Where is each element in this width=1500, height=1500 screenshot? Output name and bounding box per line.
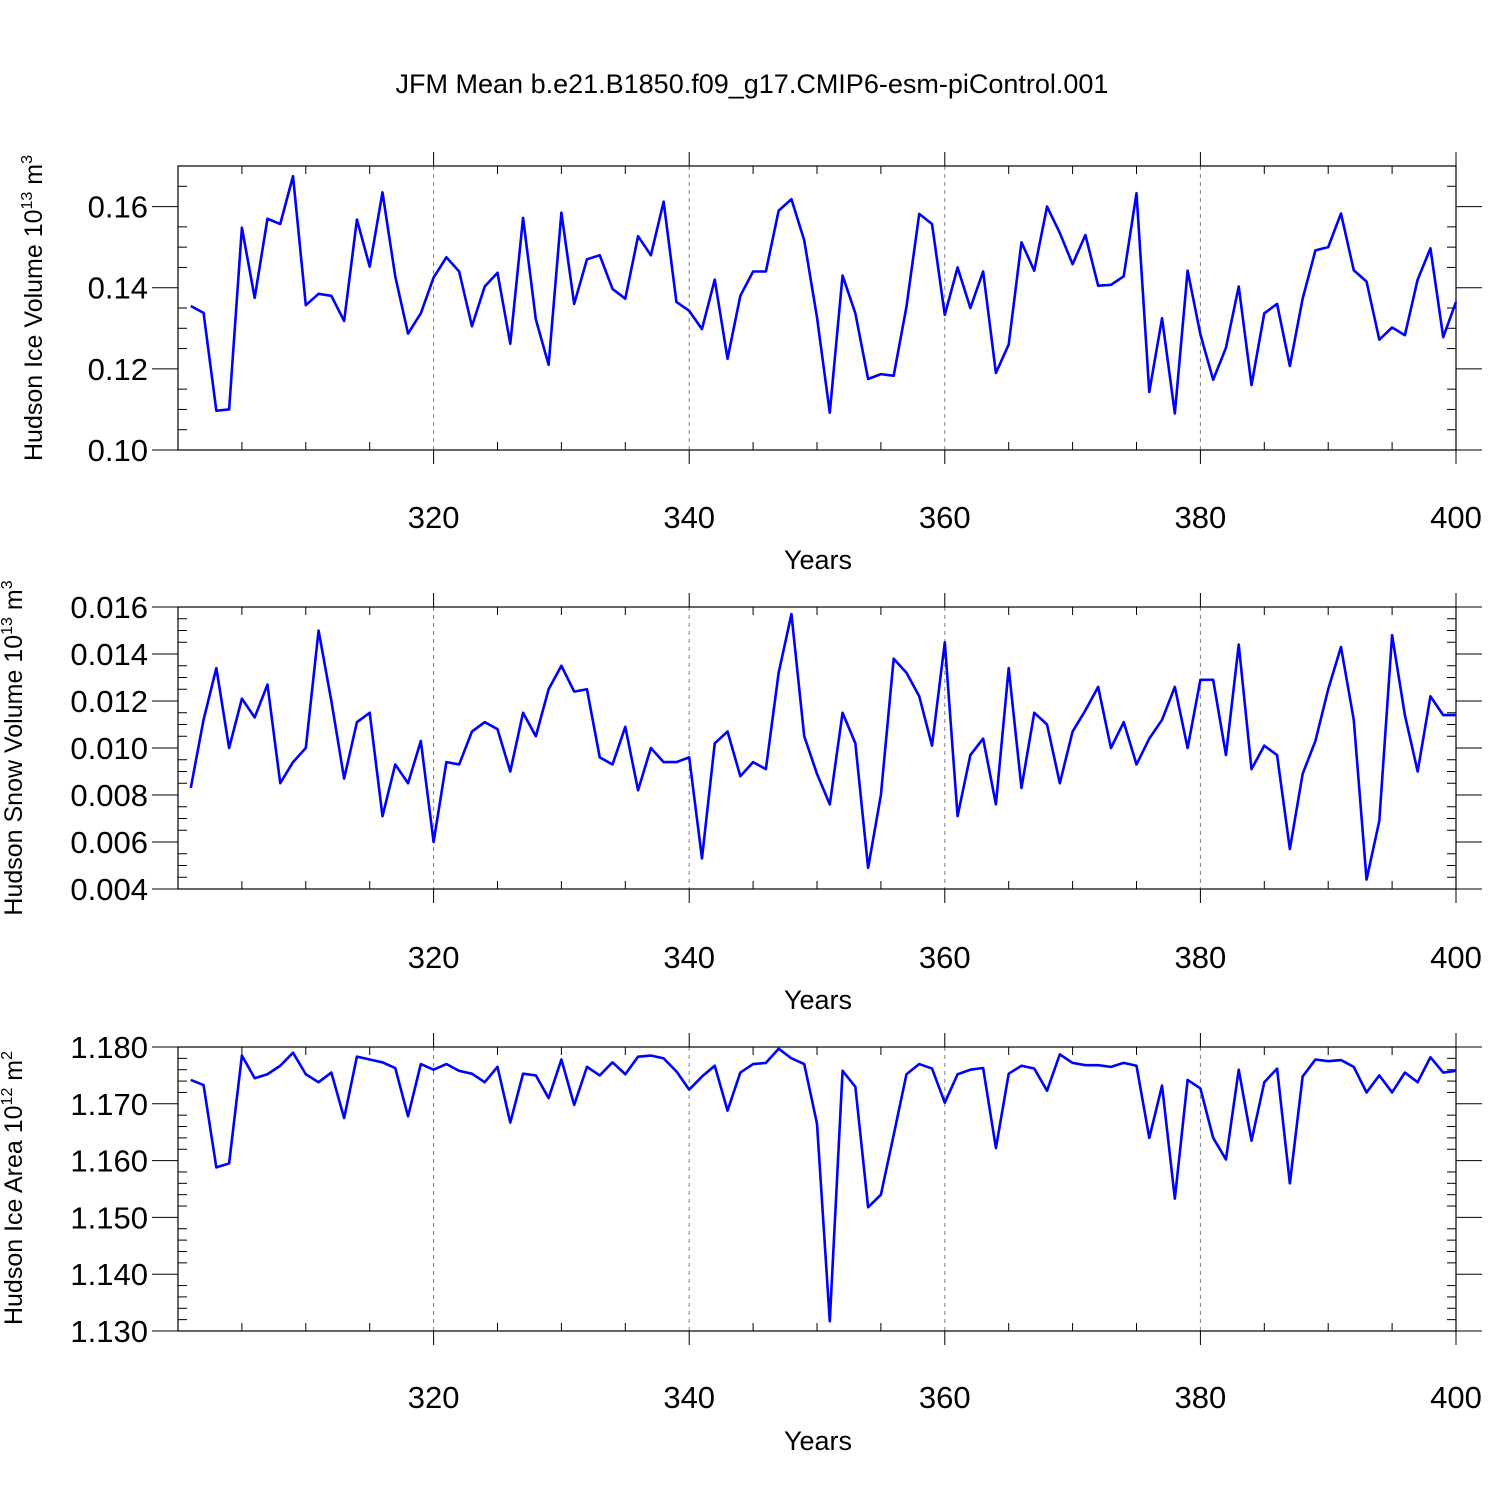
ylabel-ice-volume: Hudson Ice Volume 1013 m3 bbox=[19, 155, 48, 461]
xlabel-years: Years bbox=[784, 545, 852, 575]
series-line bbox=[189, 612, 1456, 881]
ylabel-text: Hudson Snow Volume 10 bbox=[0, 635, 28, 916]
plot-frame bbox=[177, 606, 1457, 890]
x-tick-label: 400 bbox=[1430, 500, 1482, 535]
ylabel-unit: m bbox=[20, 164, 48, 192]
ylabel-unit: m bbox=[0, 589, 28, 617]
ylabel-unit-exponent: 2 bbox=[0, 1051, 16, 1060]
ylabel-unit-exponent: 3 bbox=[19, 155, 36, 164]
y-tick-label: 0.008 bbox=[70, 778, 148, 813]
x-tick-label: 380 bbox=[1175, 940, 1227, 975]
y-tick-label: 0.14 bbox=[88, 271, 148, 306]
y-tick-label: 1.160 bbox=[70, 1144, 148, 1179]
ylabel-exponent: 12 bbox=[0, 1088, 16, 1106]
y-tick-label: 1.140 bbox=[70, 1257, 148, 1292]
y-tick-label: 0.004 bbox=[70, 872, 148, 907]
x-tick-label: 320 bbox=[408, 940, 460, 975]
series-line bbox=[190, 1047, 1457, 1323]
ylabel-text: Hudson Ice Area 10 bbox=[0, 1105, 28, 1325]
plot-frame bbox=[177, 1046, 1457, 1332]
panel-snow-volume: Hudson Snow Volume 1013 m3 Years 320 340 3… bbox=[0, 580, 1482, 1015]
x-tick-label: 360 bbox=[919, 940, 971, 975]
ylabel-unit: m bbox=[0, 1060, 28, 1088]
ylabel-ice-area: Hudson Ice Area 1012 m2 bbox=[0, 1051, 28, 1325]
ylabel-exponent: 13 bbox=[19, 192, 36, 210]
ylabel-snow-volume: Hudson Snow Volume 1013 m3 bbox=[0, 580, 28, 915]
y-tick-label: 1.150 bbox=[70, 1200, 148, 1235]
xlabel-years: Years bbox=[784, 1426, 852, 1456]
y-tick-label: 0.10 bbox=[88, 433, 148, 468]
y-tick-label: 0.006 bbox=[70, 825, 148, 860]
y-tick-label: 0.016 bbox=[70, 590, 148, 625]
x-tick-label: 400 bbox=[1430, 1380, 1482, 1415]
x-tick-label: 340 bbox=[663, 940, 715, 975]
y-tick-label: 1.130 bbox=[70, 1314, 148, 1349]
ylabel-text: Hudson Ice Volume 10 bbox=[20, 209, 48, 461]
x-tick-label: 320 bbox=[408, 1380, 460, 1415]
x-tick-label: 340 bbox=[663, 1380, 715, 1415]
figure-title: JFM Mean b.e21.B1850.f09_g17.CMIP6-esm-p… bbox=[396, 69, 1109, 99]
x-tick-label: 380 bbox=[1175, 500, 1227, 535]
xlabel-years: Years bbox=[784, 985, 852, 1015]
plot-frame bbox=[177, 165, 1457, 451]
y-tick-label: 0.16 bbox=[88, 190, 148, 225]
y-tick-label: 1.170 bbox=[70, 1087, 148, 1122]
x-tick-label: 360 bbox=[919, 1380, 971, 1415]
y-tick-label: 0.012 bbox=[70, 684, 148, 719]
x-tick-label: 340 bbox=[663, 500, 715, 535]
ylabel-unit-exponent: 3 bbox=[0, 580, 16, 589]
y-tick-label: 0.010 bbox=[70, 731, 148, 766]
panel-ice-area: Hudson Ice Area 1012 m2 Years 320 340 360 3… bbox=[0, 1030, 1482, 1456]
y-tick-label: 0.12 bbox=[88, 352, 148, 387]
x-tick-label: 360 bbox=[919, 500, 971, 535]
y-tick-label: 0.014 bbox=[70, 637, 148, 672]
y-tick-label: 1.180 bbox=[70, 1030, 148, 1065]
x-tick-label: 400 bbox=[1430, 940, 1482, 975]
x-tick-label: 380 bbox=[1175, 1380, 1227, 1415]
x-tick-label: 320 bbox=[408, 500, 460, 535]
series-line bbox=[190, 174, 1458, 415]
ylabel-exponent: 13 bbox=[0, 617, 16, 635]
panel-ice-volume: Hudson Ice Volume 1013 m3 Years 320 340 36… bbox=[19, 152, 1482, 575]
